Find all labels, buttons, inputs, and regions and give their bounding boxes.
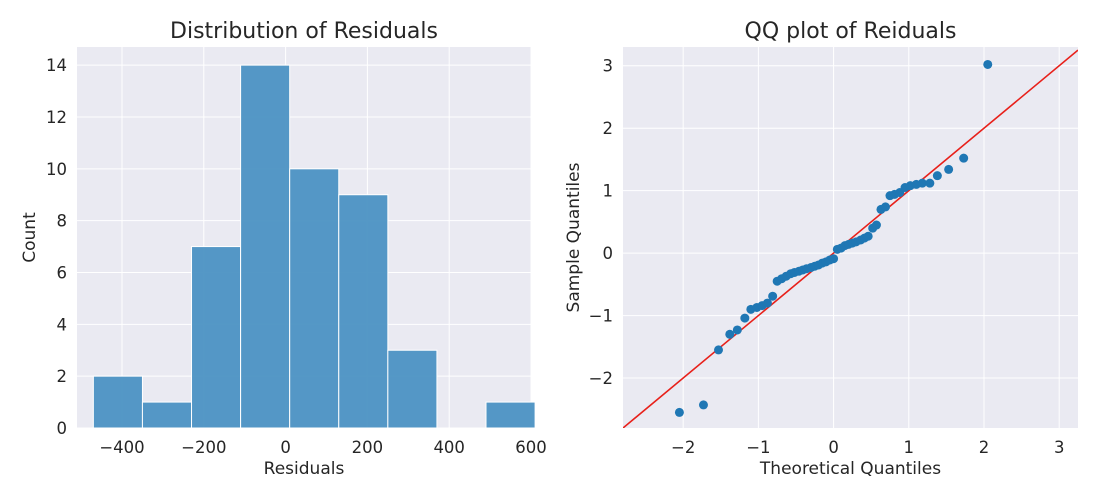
y-tick-label: 10 bbox=[46, 160, 67, 179]
qq-point bbox=[829, 254, 839, 264]
y-tick-label: −2 bbox=[589, 369, 613, 388]
histogram-y-axis-label: Count bbox=[20, 212, 40, 263]
qq-tick-labels: −2 −1 0 1 2 3 −2 −1 0 1 2 3 bbox=[589, 57, 1065, 457]
x-tick-label: 0 bbox=[828, 438, 839, 457]
qq-points bbox=[623, 49, 1078, 428]
y-tick-label: 2 bbox=[57, 367, 68, 386]
qq-point bbox=[880, 202, 890, 212]
qq-y-axis-label: Sample Quantiles bbox=[564, 162, 584, 312]
histogram-bar bbox=[240, 64, 291, 429]
x-tick-label: 0 bbox=[280, 438, 291, 457]
histogram-bar bbox=[289, 168, 340, 429]
qq-point bbox=[762, 298, 772, 308]
x-tick-label: −400 bbox=[99, 438, 144, 457]
histogram-bar bbox=[191, 246, 242, 429]
qq-point bbox=[944, 164, 954, 174]
y-tick-label: 8 bbox=[57, 212, 68, 231]
histogram-bar bbox=[387, 349, 438, 429]
x-tick-label: 2 bbox=[979, 438, 990, 457]
qq-title: QQ plot of Reiduals bbox=[745, 19, 957, 44]
histogram-bar bbox=[92, 375, 143, 429]
histogram-tick-labels: −400 −200 0 200 400 600 0 2 4 6 8 10 12 14 bbox=[46, 56, 547, 457]
y-tick-label: 14 bbox=[46, 56, 67, 75]
qq-point bbox=[932, 171, 942, 181]
qq-point bbox=[925, 178, 935, 188]
histogram-title: Distribution of Residuals bbox=[170, 19, 438, 44]
qq-point bbox=[917, 178, 927, 188]
histogram-x-axis-label: Residuals bbox=[264, 459, 345, 479]
x-tick-label: 600 bbox=[515, 438, 547, 457]
y-tick-label: 12 bbox=[46, 108, 67, 127]
qq-plot-chart: −2 −1 0 1 2 3 −2 −1 0 1 2 3 QQ plot of Reiduals The… bbox=[564, 19, 1078, 479]
histogram-chart: −400 −200 0 200 400 600 0 2 4 6 8 10 12 14 Distributi… bbox=[20, 19, 547, 479]
x-tick-label: −200 bbox=[181, 438, 226, 457]
qq-point bbox=[983, 59, 993, 69]
qq-point bbox=[768, 291, 778, 301]
qq-point bbox=[714, 345, 724, 355]
histogram-bar bbox=[338, 194, 389, 429]
x-tick-label: 1 bbox=[904, 438, 915, 457]
x-tick-label: 200 bbox=[352, 438, 384, 457]
qq-point bbox=[740, 313, 750, 323]
x-tick-label: 3 bbox=[1054, 438, 1065, 457]
x-tick-label: 400 bbox=[433, 438, 465, 457]
qq-point bbox=[732, 325, 742, 335]
x-tick-label: −2 bbox=[671, 438, 695, 457]
x-tick-label: −1 bbox=[746, 438, 770, 457]
y-tick-label: 3 bbox=[603, 57, 614, 76]
y-tick-label: 4 bbox=[57, 315, 68, 334]
y-tick-label: 2 bbox=[603, 119, 614, 138]
histogram-bars bbox=[92, 64, 536, 429]
y-tick-label: 1 bbox=[603, 182, 614, 201]
qq-grid bbox=[623, 47, 1078, 428]
qq-point bbox=[674, 407, 684, 417]
y-tick-label: −1 bbox=[589, 307, 613, 326]
y-tick-label: 0 bbox=[57, 419, 68, 438]
y-tick-label: 0 bbox=[603, 244, 614, 263]
qq-point bbox=[871, 220, 881, 230]
y-tick-label: 6 bbox=[57, 263, 68, 282]
qq-x-axis-label: Theoretical Quantiles bbox=[759, 459, 941, 479]
qq-point bbox=[725, 329, 735, 339]
histogram-bar bbox=[141, 401, 193, 429]
qq-point bbox=[698, 400, 708, 410]
qq-point bbox=[863, 231, 873, 241]
histogram-bar bbox=[485, 401, 536, 429]
qq-point bbox=[959, 153, 969, 163]
